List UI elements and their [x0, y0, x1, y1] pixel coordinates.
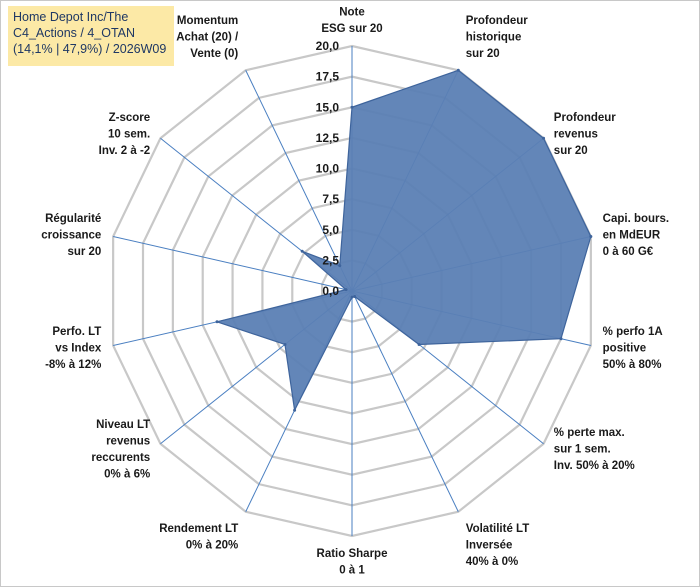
data-point — [542, 136, 546, 140]
axis-label: Rendement LT 0% à 20% — [159, 523, 238, 552]
tick-label: 10,0 — [316, 162, 340, 176]
axis-label: Niveau LT revenus reccurents 0% à 6% — [91, 419, 150, 481]
data-point — [417, 342, 421, 346]
axis-label: Note ESG sur 20 — [321, 7, 382, 36]
axis-label: Volatilité LT Inversée 40% à 0% — [466, 523, 529, 568]
axis-spoke — [351, 290, 459, 512]
data-point — [300, 249, 304, 253]
radar-tick-labels: 0,0 2,5 5,0 7,5 10,0 12,5 15,0 17,5 20,0 — [316, 39, 340, 298]
axis-label: % perfo 1A positive 50% à 80% — [603, 326, 663, 371]
axis-label: Ratio Sharpe 0 à 1 — [317, 548, 388, 577]
tick-label: 12,5 — [316, 131, 340, 145]
radar-series — [214, 68, 593, 413]
tick-label: 20,0 — [316, 39, 340, 53]
axis-label: Régularité croissance sur 20 — [41, 213, 101, 258]
title-line-1: Home Depot Inc/The — [13, 10, 129, 24]
data-point — [559, 337, 563, 341]
tick-label: 0,0 — [322, 284, 339, 298]
tick-label: 5,0 — [322, 223, 339, 237]
data-point — [344, 288, 348, 292]
title-line-2: C4_Actions / 4_OTAN — [13, 26, 136, 40]
axis-label: Momentum Achat (20) / Vente (0) — [176, 15, 239, 60]
data-point — [350, 295, 354, 299]
title-line-3: (14,1% | 47,9%) / 2026W09 — [13, 42, 167, 56]
tick-label: 2,5 — [322, 253, 339, 267]
axis-label: Capi. bours. en MdEUR 0 à 60 G€ — [603, 213, 669, 258]
tick-label: 15,0 — [316, 100, 340, 114]
data-point — [215, 320, 219, 324]
radar-axis-labels: Note ESG sur 20 Profondeur historique sur 20… — [41, 7, 669, 577]
axis-spoke — [245, 70, 353, 292]
data-point — [350, 105, 354, 109]
axis-label: Z-score 10 sem. Inv. 2 à -2 — [99, 112, 151, 157]
tick-label: 17,5 — [316, 70, 340, 84]
chart-title-box: Home Depot Inc/The C4_Actions / 4_OTAN (… — [8, 6, 174, 66]
axis-label: Perfo. LT vs Index -8% à 12% — [45, 326, 102, 371]
data-point — [338, 264, 342, 268]
data-point — [283, 342, 287, 346]
data-point — [293, 408, 297, 412]
data-point — [589, 234, 593, 238]
series-area — [214, 69, 592, 413]
data-point — [456, 68, 460, 72]
axis-label: Profondeur historique sur 20 — [466, 15, 528, 60]
tick-label: 7,5 — [322, 192, 339, 206]
data-point — [353, 295, 357, 299]
axis-spoke — [113, 235, 353, 292]
axis-label: % perte max. sur 1 sem. Inv. 50% à 20% — [554, 427, 635, 472]
axis-label: Profondeur revenus sur 20 — [554, 112, 616, 157]
